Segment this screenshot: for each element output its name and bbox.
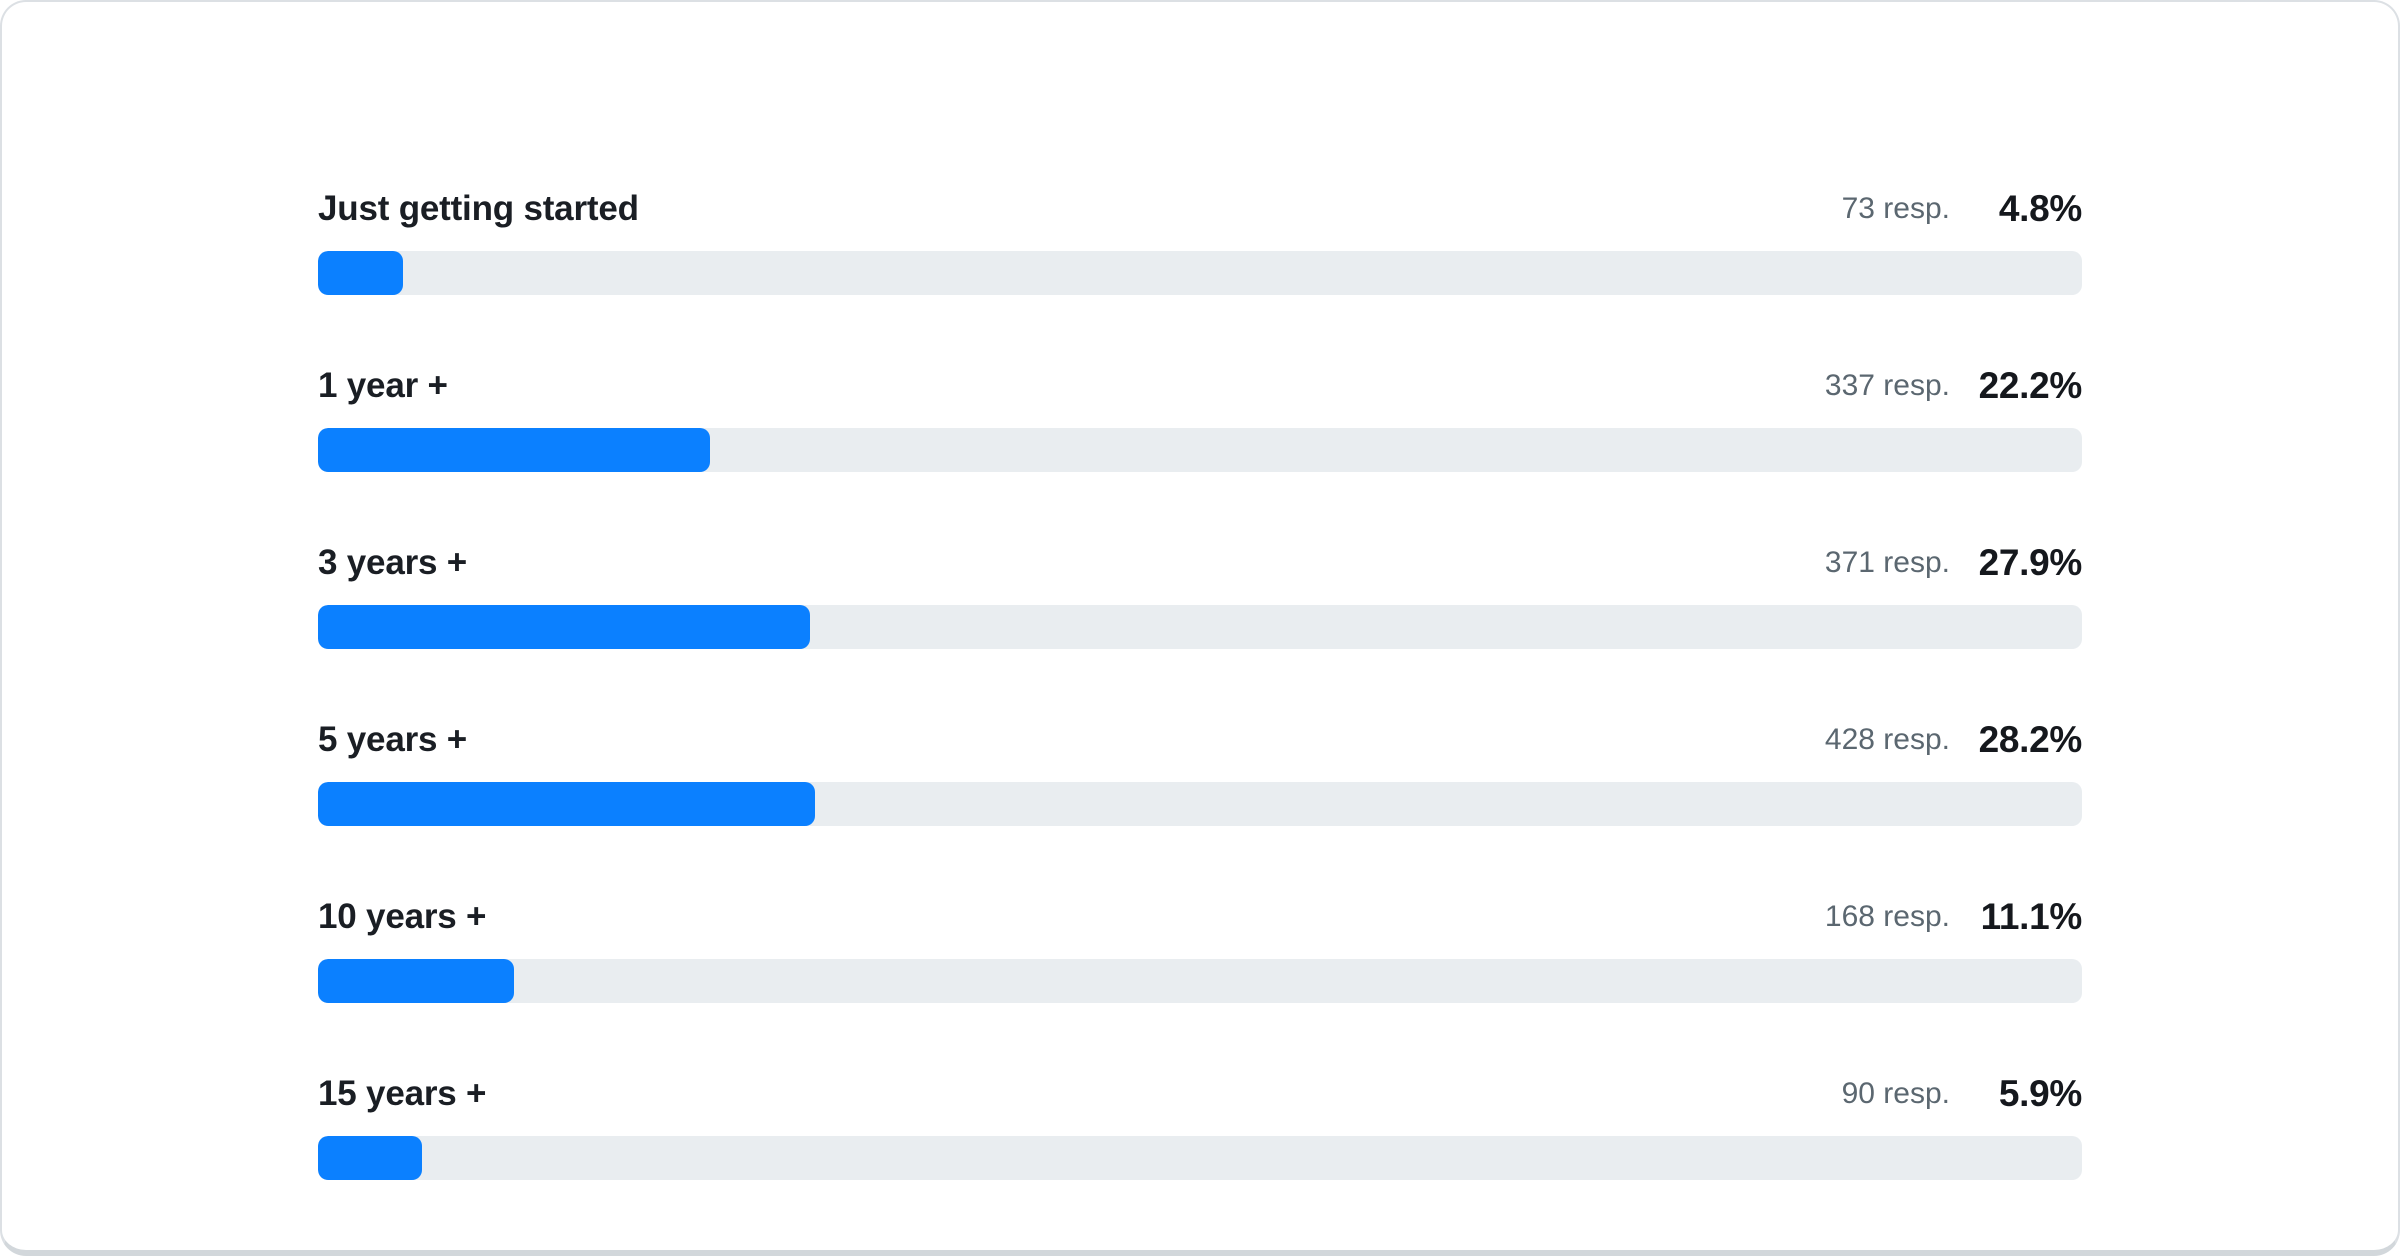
bar-track — [318, 959, 2082, 1003]
chart-row: 15 years + 90 resp. 5.9% — [318, 1072, 2082, 1180]
percent-value: 5.9% — [1998, 1073, 2082, 1114]
bar-track — [318, 782, 2082, 826]
chart-row: Just getting started 73 resp. 4.8% — [318, 187, 2082, 295]
row-header: 3 years + 371 resp. 27.9% — [318, 541, 2082, 585]
category-label: 10 years + — [318, 897, 487, 936]
percent-value: 22.2% — [1978, 365, 2083, 406]
percent-value: 11.1% — [1980, 896, 2083, 937]
bar-fill — [318, 959, 514, 1003]
percent-value: 28.2% — [1978, 719, 2083, 760]
response-count: 428 resp. — [1824, 723, 1950, 756]
percent-value: 27.9% — [1978, 542, 2083, 583]
bar-fill — [318, 605, 811, 649]
row-header: 1 year + 337 resp. 22.2% — [318, 364, 2082, 408]
bar-track — [318, 428, 2082, 472]
bar-track — [318, 251, 2082, 295]
response-count: 371 resp. — [1824, 546, 1950, 579]
category-label: 1 year + — [318, 366, 448, 405]
bar-fill — [318, 428, 710, 472]
bar-fill — [318, 251, 403, 295]
bar-track — [318, 1136, 2082, 1180]
category-label: Just getting started — [318, 189, 639, 228]
response-count: 73 resp. — [1841, 192, 1950, 225]
chart-row: 1 year + 337 resp. 22.2% — [318, 364, 2082, 472]
category-label: 5 years + — [318, 720, 468, 759]
bar-fill — [318, 782, 816, 826]
chart-row: 10 years + 168 resp. 11.1% — [318, 895, 2082, 1003]
row-header: Just getting started 73 resp. 4.8% — [318, 187, 2082, 231]
bar-fill — [318, 1136, 423, 1180]
row-header: 15 years + 90 resp. 5.9% — [318, 1072, 2082, 1116]
chart-row: 5 years + 428 resp. 28.2% — [318, 718, 2082, 826]
category-label: 15 years + — [318, 1074, 487, 1113]
category-label: 3 years + — [318, 543, 468, 582]
chart-row: 3 years + 371 resp. 27.9% — [318, 541, 2082, 649]
response-count: 337 resp. — [1824, 369, 1950, 402]
response-count: 168 resp. — [1824, 900, 1950, 933]
percent-value: 4.8% — [1998, 188, 2082, 229]
bar-track — [318, 605, 2082, 649]
row-header: 10 years + 168 resp. 11.1% — [318, 895, 2082, 939]
response-count: 90 resp. — [1841, 1077, 1950, 1110]
row-header: 5 years + 428 resp. 28.2% — [318, 718, 2082, 762]
